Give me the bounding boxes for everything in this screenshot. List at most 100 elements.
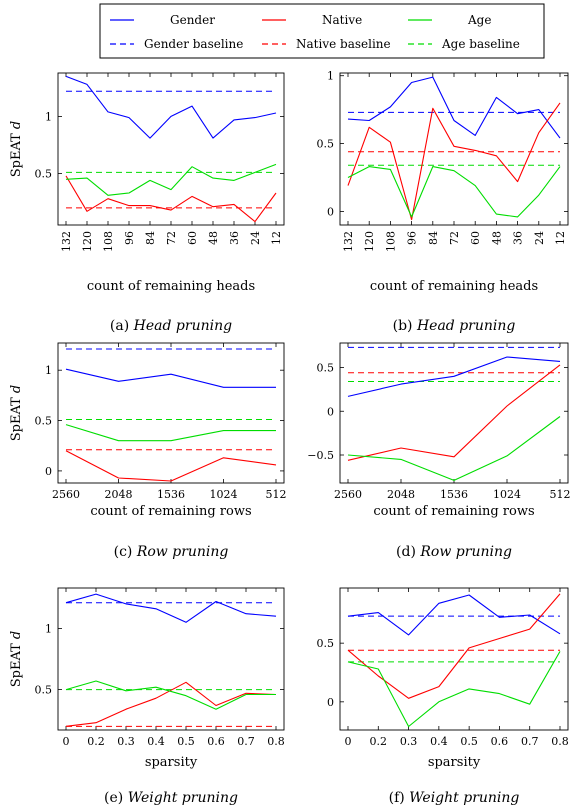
series-native-line [347, 593, 561, 699]
panel-caption: (f) Weight pruning [389, 790, 520, 806]
x-axis-label: count of remaining heads [370, 279, 538, 294]
x-tick-label: 0 [345, 735, 352, 748]
x-tick-label: 120 [363, 231, 376, 252]
x-tick-label: 72 [165, 231, 178, 245]
plot-frame [339, 587, 569, 731]
chart-panel-a: 0.5 1 132 120 108 96 84 72 60 48 36 24 12 SpEAT d coun… [9, 72, 285, 334]
x-tick-label: 24 [249, 231, 262, 245]
legend-label-native-baseline: Native baseline [296, 37, 391, 51]
plot-frame [57, 342, 285, 484]
series-age-line [65, 680, 276, 710]
x-tick-label: 0.8 [267, 735, 285, 748]
plot-frame [57, 587, 285, 731]
x-tick-label: 0.8 [551, 735, 569, 748]
x-tick-label: 1024 [210, 488, 238, 501]
series-age-line [347, 651, 561, 728]
chart-panel-b: 0 0.5 1 132 120 108 96 84 72 60 48 36 24 12 count of r… [317, 70, 569, 334]
series-native-line [65, 681, 277, 727]
y-axis-label: SpEAT d [9, 631, 24, 688]
y-tick-label: 1 [45, 622, 52, 635]
series-age-line [65, 424, 276, 442]
y-axis-label: SpEAT d [9, 385, 24, 442]
series-gender-line [65, 368, 276, 388]
x-tick-label: 1536 [157, 488, 185, 501]
x-tick-label: 36 [512, 231, 525, 245]
chart-panel-f: 0 0.5 0 0.2 0.3 0.4 0.5 0.6 0.7 0.8 sparsity (f) We… [317, 587, 569, 806]
series-gender-line [65, 75, 277, 139]
x-tick-label: 0.4 [147, 735, 165, 748]
series-age-line [347, 416, 561, 481]
legend-label-gender: Gender [170, 13, 215, 27]
x-tick-label: 48 [490, 231, 503, 245]
legend-label-native: Native [322, 13, 362, 27]
x-tick-label: 96 [123, 231, 136, 245]
x-tick-label: 108 [384, 231, 397, 252]
x-tick-label: 1024 [493, 488, 521, 501]
y-tick-label: 0.5 [35, 684, 53, 697]
x-tick-label: 60 [186, 231, 199, 245]
x-tick-label: 512 [266, 488, 287, 501]
y-tick-label: 0.5 [317, 637, 335, 650]
x-tick-label: 12 [270, 231, 283, 245]
x-axis-label: count of remaining rows [373, 504, 534, 519]
y-tick-label: 0 [327, 405, 334, 418]
series-native-line [65, 175, 277, 223]
x-tick-label: 0.5 [177, 735, 195, 748]
legend-label-gender-baseline: Gender baseline [144, 37, 243, 51]
panel-caption: (b) Head pruning [393, 318, 516, 334]
series-native-line [65, 450, 277, 482]
x-tick-label: 132 [60, 231, 73, 252]
y-tick-label: 0 [327, 696, 334, 709]
x-tick-label: 0.3 [117, 735, 135, 748]
x-axis-label: count of remaining heads [87, 279, 255, 294]
y-tick-label: 0.5 [317, 362, 335, 375]
x-tick-label: 512 [550, 488, 571, 501]
x-tick-label: 96 [406, 231, 419, 245]
y-tick-label: 0.5 [317, 138, 335, 151]
series-gender-line [347, 356, 561, 397]
chart-panel-d: −0.5 0 0.5 2560 2048 1536 1024 512 count of rema… [307, 342, 571, 560]
x-tick-label: 120 [81, 231, 94, 252]
x-tick-label: 0.2 [370, 735, 388, 748]
x-axis-label: count of remaining rows [90, 504, 251, 519]
series-age-line [347, 166, 561, 218]
x-tick-label: 24 [533, 231, 546, 245]
series-native-line [347, 364, 561, 461]
legend: Gender Native Age Gender baseline Native bas… [99, 3, 545, 59]
x-tick-label: 0.2 [87, 735, 105, 748]
x-tick-label: 12 [554, 231, 567, 245]
y-tick-label: 1 [327, 70, 334, 83]
x-tick-label: 132 [342, 231, 355, 252]
x-tick-label: 0.7 [237, 735, 255, 748]
x-tick-label: 2560 [334, 488, 362, 501]
series-gender-line [347, 76, 561, 139]
legend-box [99, 3, 545, 59]
panel-caption: (c) Row pruning [114, 544, 229, 560]
x-tick-label: 0.5 [460, 735, 478, 748]
x-tick-label: 36 [228, 231, 241, 245]
y-tick-label: 1 [45, 364, 52, 377]
series-gender-line [65, 593, 277, 623]
legend-label-age: Age [467, 13, 491, 27]
panel-caption: (d) Row pruning [396, 544, 512, 560]
panel-caption: (a) Head pruning [110, 318, 232, 334]
x-axis-label: sparsity [428, 755, 481, 770]
x-tick-label: 0.4 [430, 735, 448, 748]
x-tick-label: 84 [144, 231, 157, 245]
chart-panel-c: 0 0.5 1 2560 2048 1536 1024 512 SpEAT d count of … [9, 342, 287, 560]
y-tick-label: 0.5 [35, 415, 53, 428]
x-tick-label: 1536 [440, 488, 468, 501]
x-tick-label: 2048 [105, 488, 133, 501]
x-tick-label: 0.6 [491, 735, 509, 748]
plot-frame [339, 72, 569, 226]
legend-label-age-baseline: Age baseline [441, 37, 520, 51]
y-axis-label: SpEAT d [9, 121, 24, 178]
x-tick-label: 108 [102, 231, 115, 252]
y-tick-label: 0 [45, 465, 52, 478]
y-tick-label: 0.5 [35, 168, 53, 181]
x-axis-label: sparsity [145, 755, 198, 770]
plot-frame [339, 342, 569, 484]
chart-panel-e: 0.5 1 0 0.2 0.3 0.4 0.5 0.6 0.7 0.8 SpEAT d sparsit… [9, 587, 285, 806]
